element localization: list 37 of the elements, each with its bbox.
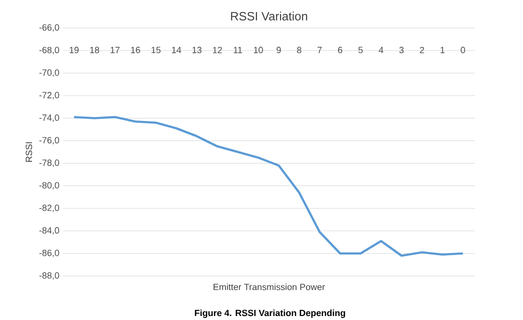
caption: Figure 4. RSSI Variation Depending (194, 310, 346, 318)
y-tick-label: -86,0 (39, 250, 60, 258)
x-axis-title: Emitter Transmission Power (214, 284, 325, 290)
x-tick-label: 15 (152, 46, 161, 54)
y-tick-label: -88,0 (39, 272, 60, 280)
y-tick-label: -82,0 (39, 204, 60, 212)
x-tick-label: 12 (213, 46, 222, 54)
line-series (72, 116, 464, 257)
x-tick-label: 4 (378, 46, 384, 54)
x-tick-label: 10 (254, 46, 263, 54)
x-tick-label: 1 (440, 46, 445, 54)
x-tick-label: 14 (172, 46, 182, 54)
x-tick-label: 7 (318, 46, 322, 54)
y-tick-label: -80,0 (39, 182, 60, 190)
y-tick-label: -68,0 (39, 46, 60, 54)
y-tick-label: -84,0 (39, 227, 60, 235)
x-tick-label: 18 (90, 46, 100, 54)
x-tick-label: 19 (70, 46, 79, 54)
y-tick-label: -72,0 (39, 92, 60, 100)
y-tick-label: -74,0 (39, 114, 60, 122)
x-tick-label: 5 (358, 46, 363, 54)
x-tick-label: 0 (460, 46, 466, 54)
y-tick-label: -78,0 (39, 160, 60, 167)
y-axis-title: RSSI (26, 142, 32, 162)
y-tick-label: -70,0 (39, 69, 60, 77)
chart-title: RSSI Variation (231, 12, 308, 20)
x-tick-label: 8 (297, 46, 302, 54)
x-tick-label: 13 (192, 46, 202, 54)
x-tick-label: 17 (110, 46, 120, 54)
x-tick-label: 3 (399, 46, 404, 54)
x-tick-label: 6 (338, 46, 342, 54)
x-tick-label: 9 (276, 46, 281, 54)
x-tick-label: 2 (420, 46, 424, 54)
x-tick-label: 11 (234, 46, 242, 54)
y-tick-label: -76,0 (39, 136, 60, 144)
y-tick-label: -66,0 (39, 24, 60, 32)
x-tick-label: 16 (131, 46, 140, 54)
